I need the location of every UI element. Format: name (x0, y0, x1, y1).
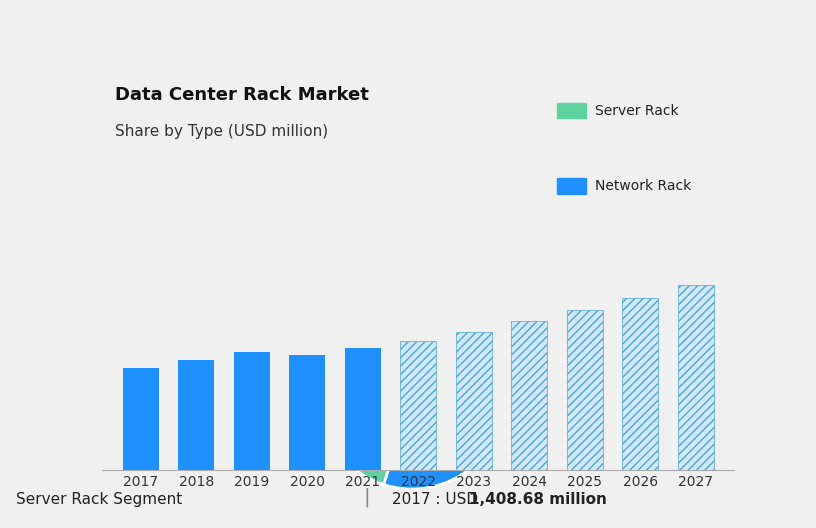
Bar (178, 360, 215, 470)
Bar (677, 286, 714, 470)
Text: Network Rack: Network Rack (595, 179, 691, 193)
Bar (511, 321, 548, 470)
Text: Server Rack: Server Rack (595, 103, 679, 118)
Bar (557, 178, 586, 194)
Text: 1,408.68 million: 1,408.68 million (469, 492, 607, 507)
Text: 2017 : USD: 2017 : USD (392, 492, 483, 507)
Bar (122, 367, 159, 470)
Bar (455, 332, 492, 470)
Bar (557, 103, 586, 118)
Text: Data Center Rack Market: Data Center Rack Market (114, 86, 369, 104)
Bar (344, 348, 381, 470)
Bar (233, 352, 270, 470)
Bar (622, 298, 659, 470)
Wedge shape (384, 304, 504, 489)
Bar (289, 355, 326, 470)
Wedge shape (320, 304, 412, 485)
Text: |: | (364, 487, 370, 507)
Text: Server Rack Segment: Server Rack Segment (16, 492, 183, 507)
Bar (400, 341, 437, 470)
Bar (566, 310, 603, 470)
Text: Share by Type (USD million): Share by Type (USD million) (114, 124, 328, 139)
